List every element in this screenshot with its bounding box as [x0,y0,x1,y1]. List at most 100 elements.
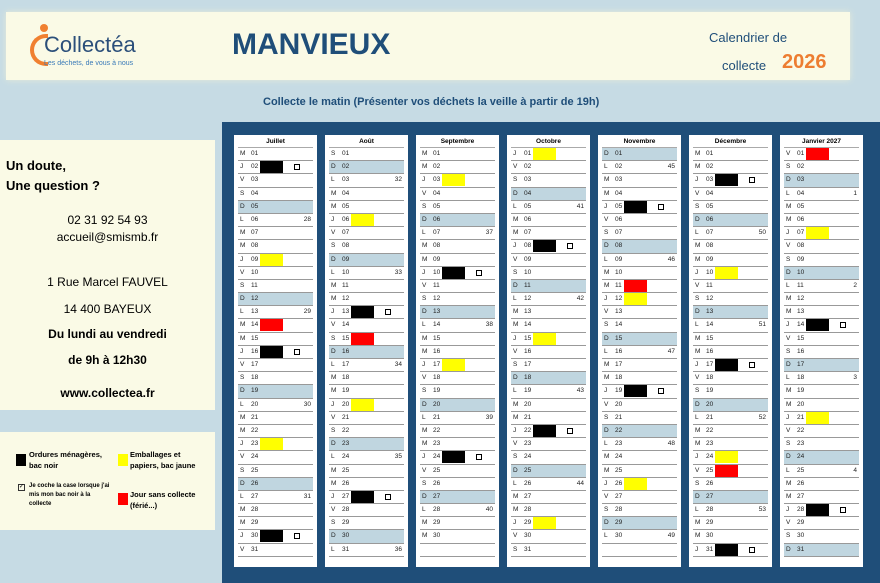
day-row: L 12 42 [511,293,586,307]
day-row: J 10 [693,266,768,280]
weekday-letter: D [422,400,427,408]
day-number: 03 [615,176,623,184]
weekday-letter: L [240,215,244,223]
day-row: J 28 [784,504,859,518]
day-row: S 25 [238,465,313,478]
weekday-letter: D [513,466,518,474]
collection-checkbox[interactable] [749,177,755,184]
collection-checkbox[interactable] [294,348,300,355]
red-collection-marker [624,279,647,292]
day-number: 28 [797,506,805,514]
day-number: 22 [615,426,623,434]
day-number: 25 [706,466,714,474]
day-number: 24 [251,453,259,461]
day-row: M 09 [420,254,495,267]
weekday-letter: S [513,453,518,461]
collection-checkbox[interactable] [567,243,573,250]
day-row: D 02 [329,161,404,175]
yellow-collection-marker [806,411,829,424]
calendar-label: Calendrier de [709,30,788,45]
day-row: D 09 [329,253,404,267]
weekday-letter: S [786,163,791,171]
day-number: 02 [433,163,441,171]
day-row: D 17 [784,359,859,373]
red-collection-marker [351,332,374,345]
week-number: 28 [303,215,311,223]
day-row: J 20 [329,398,404,412]
weekday-letter: M [786,202,792,210]
day-row: L 04 1 [784,188,859,201]
collection-checkbox[interactable] [476,269,482,276]
day-row: M 25 [329,465,404,478]
day-number: 18 [433,374,441,382]
weekday-letter: D [240,202,245,210]
month-column: Août S 01 D 02 L 03 32 M 04 M 05 J 06 V 07 S 08 D 09 L 10 33 M 1… [325,135,408,567]
weekday-letter: D [513,189,518,197]
collection-checkbox[interactable] [567,427,573,434]
day-row: M 28 [511,504,586,518]
day-number: 05 [797,202,805,210]
legend-red: Jour sans collecte (férié...) [130,490,196,510]
day-row: V 09 [511,254,586,267]
weekday-letter: M [695,255,701,263]
day-row: D 23 [329,438,404,452]
day-row: J 26 [602,477,677,491]
day-row: J 15 [511,332,586,346]
collection-checkbox[interactable] [658,388,664,395]
email[interactable]: accueil@smismb.fr [56,230,159,244]
day-row: D 11 [511,279,586,294]
weekday-letter: J [240,347,244,355]
collection-checkbox[interactable] [840,322,846,329]
collection-checkbox[interactable] [385,309,391,316]
day-row: D 03 [784,174,859,188]
weekday-letter: J [240,532,244,540]
day-number: 23 [433,440,441,448]
day-row: V 27 [602,491,677,505]
day-row: V 31 [238,544,313,557]
weekday-letter: M [786,492,792,500]
day-row: M 15 [420,333,495,346]
week-number: 46 [667,255,675,263]
week-number: 37 [485,229,493,237]
day-number: 02 [342,163,350,171]
day-row: S 21 [602,412,677,425]
week-number: 32 [394,176,402,184]
weekday-letter: J [422,268,426,276]
day-row: D 29 [602,517,677,531]
weekday-letter: D [513,281,518,289]
collection-checkbox[interactable] [294,533,300,540]
day-row: M 26 [784,478,859,491]
day-number: 20 [706,400,714,408]
day-row: S 23 [784,438,859,452]
day-row: S 31 [511,544,586,557]
weekday-letter: J [786,506,790,514]
collection-checkbox[interactable] [385,493,391,500]
collection-checkbox[interactable] [294,164,300,171]
phone: 02 31 92 54 93 [67,213,148,227]
day-row: M 27 [511,491,586,505]
collection-checkbox[interactable] [749,546,755,553]
weekday-letter: J [240,440,244,448]
red-collection-marker [715,464,738,477]
weekday-letter: S [422,479,427,487]
day-row: J 23 [238,438,313,452]
day-row: M 07 [238,227,313,241]
collection-checkbox[interactable] [476,454,482,461]
day-row: M 01 [420,148,495,162]
month-title: Juillet [238,135,313,148]
day-row: L 09 46 [602,254,677,267]
month-column: Septembre M 01 M 02 J 03 V 04 S 05 D 06 L 07 37 M 08 M 09 J 1… [416,135,499,567]
weekday-letter: V [604,492,609,500]
holiday-swatch [118,493,128,505]
collection-checkbox[interactable] [658,203,664,210]
website[interactable]: www.collectea.fr [60,386,155,400]
weekday-letter: J [422,453,426,461]
month-column: Novembre D 01 L 02 45 M 03 M 04 J 05 V 06 S 07 D 08 L 09 46 M… [598,135,681,567]
weekday-letter: D [786,361,791,368]
weekday-letter: V [695,189,700,197]
weekday-letter: M [422,334,428,342]
day-number: 15 [342,334,350,342]
day-row: J 21 [784,411,859,425]
collection-checkbox[interactable] [840,507,846,514]
collection-checkbox[interactable] [749,362,755,368]
